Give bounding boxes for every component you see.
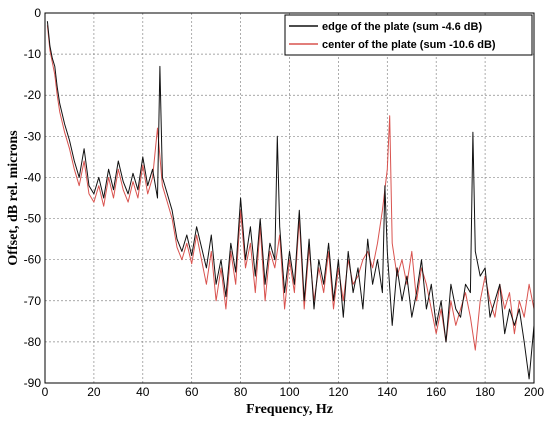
x-tick-label: 120 <box>328 385 348 399</box>
legend-label-edge: edge of the plate (sum -4.6 dB) <box>322 21 482 33</box>
x-tick-label: 60 <box>185 385 199 399</box>
series-line-edge <box>46 21 535 380</box>
x-tick-label: 140 <box>377 385 397 399</box>
series-line-center <box>46 25 535 351</box>
x-tick-label: 200 <box>524 385 544 399</box>
y-tick-label: -20 <box>24 88 42 102</box>
x-tick-label: 20 <box>87 385 101 399</box>
y-tick-label: -40 <box>24 170 42 184</box>
tick-labels: 0 20 40 60 80 100 120 140 160 180 200 0 -10 -20 -30 -40… <box>24 6 545 399</box>
series-group <box>46 21 535 380</box>
x-axis-title: Frequency, Hz <box>246 402 333 417</box>
x-tick-label: 100 <box>279 385 299 399</box>
y-tick-label: 0 <box>34 6 41 20</box>
x-tick-label: 80 <box>234 385 248 399</box>
y-axis-title: Offset, dB rel. microns <box>6 130 21 266</box>
x-tick-label: 180 <box>475 385 495 399</box>
y-tick-label: -30 <box>24 129 42 143</box>
y-tick-label: -70 <box>24 294 42 308</box>
y-tick-label: -90 <box>24 376 42 390</box>
x-tick-label: 160 <box>426 385 446 399</box>
y-tick-label: -50 <box>24 212 42 226</box>
y-tick-label: -60 <box>24 253 42 267</box>
legend-label-center: center of the plate (sum -10.6 dB) <box>322 39 496 51</box>
x-tick-label: 40 <box>136 385 150 399</box>
x-tick-label: 0 <box>42 385 49 399</box>
y-tick-label: -10 <box>24 47 42 61</box>
y-tick-label: -80 <box>24 335 42 349</box>
plot-frame <box>44 12 535 384</box>
legend-box <box>284 14 533 56</box>
legend: edge of the plate (sum -4.6 dB) center o… <box>284 14 533 56</box>
